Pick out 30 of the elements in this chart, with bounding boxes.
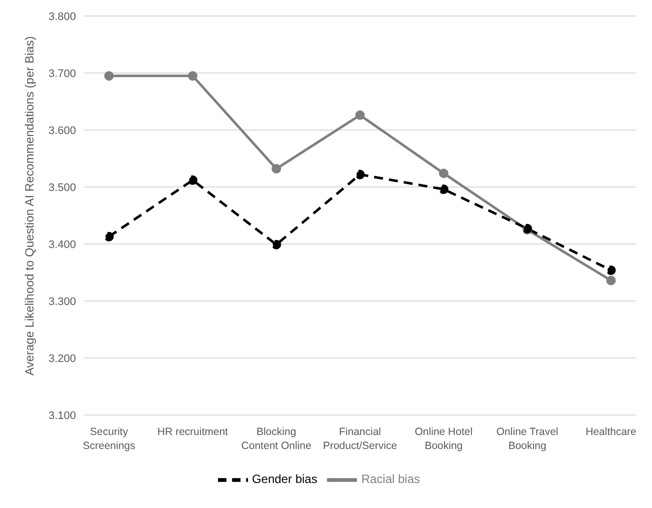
point — [606, 265, 616, 275]
x-tick-label: Online Travel Booking — [496, 426, 558, 452]
legend-label: Racial bias — [361, 472, 420, 486]
legend-label: Gender bias — [252, 472, 318, 486]
point — [438, 184, 448, 194]
x-tick-label: Blocking Content Online — [241, 426, 312, 452]
y-tick-label: 3.300 — [48, 296, 76, 308]
x-tick-label: Healthcare — [586, 426, 637, 438]
point — [606, 276, 616, 286]
point — [104, 71, 114, 81]
point — [438, 168, 448, 178]
point — [188, 71, 198, 81]
point — [272, 164, 282, 174]
y-tick-label: 3.500 — [48, 182, 76, 194]
y-axis-title: Average Likelihood to Question AI Recommendations (per Bias) — [22, 36, 36, 376]
point — [104, 232, 114, 242]
y-tick-label: 3.700 — [48, 68, 76, 80]
y-tick-label: 3.600 — [48, 124, 76, 137]
point — [355, 110, 365, 120]
point — [272, 240, 282, 250]
y-tick-label: 3.800 — [48, 10, 76, 23]
x-tick-label: Financial Product/Service — [322, 426, 398, 452]
y-tick-label: 3.400 — [48, 238, 76, 251]
x-tick-label: HR recruitment — [157, 426, 228, 438]
y-tick-label: 3.100 — [48, 410, 76, 422]
y-tick-label: 3.200 — [48, 352, 76, 365]
point — [188, 175, 198, 185]
x-tick-label: Online Hotel Booking — [414, 426, 473, 452]
x-tick-label: Security Screenings — [82, 426, 136, 452]
point — [355, 170, 365, 180]
